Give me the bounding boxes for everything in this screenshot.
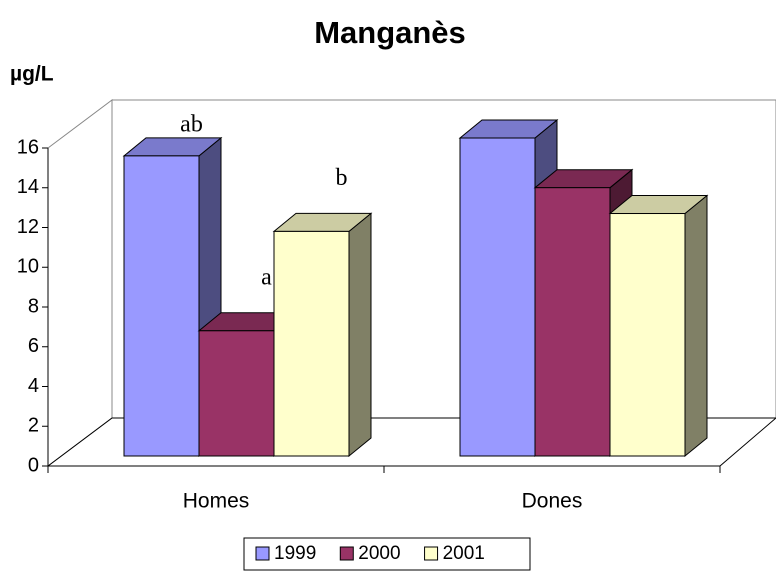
- y-axis-label: µg/L: [10, 63, 54, 86]
- annotation: b: [336, 165, 348, 191]
- legend-label: 2001: [443, 543, 485, 564]
- legend-swatch: [339, 546, 354, 561]
- y-tick-label: 6: [28, 335, 39, 357]
- x-tick-label: Homes: [183, 490, 250, 513]
- chart-title: Manganès: [314, 15, 466, 50]
- bar: [609, 213, 686, 457]
- y-tick-label: 10: [17, 256, 39, 278]
- bar: [273, 230, 350, 457]
- bar: [198, 330, 275, 457]
- legend-swatch: [424, 546, 439, 561]
- y-tick-label: 14: [17, 176, 39, 198]
- y-tick-label: 4: [28, 375, 39, 397]
- y-tick-label: 12: [17, 216, 39, 238]
- bar: [123, 155, 200, 457]
- legend-label: 1999: [274, 543, 316, 564]
- bar: [459, 137, 536, 457]
- x-tick-label: Dones: [522, 490, 583, 513]
- y-tick-label: 0: [28, 454, 39, 476]
- y-tick-label: 8: [28, 295, 39, 317]
- legend-swatch: [255, 546, 270, 561]
- annotation: ab: [180, 111, 203, 137]
- bar: [534, 187, 611, 457]
- side-wall: [47, 99, 113, 467]
- bar-side: [348, 212, 372, 458]
- annotation: a: [261, 264, 272, 290]
- legend-label: 2000: [358, 543, 400, 564]
- bar-side: [684, 194, 708, 458]
- legend-box: [243, 537, 531, 571]
- y-tick-label: 2: [28, 415, 39, 437]
- y-tick-label: 16: [17, 136, 39, 158]
